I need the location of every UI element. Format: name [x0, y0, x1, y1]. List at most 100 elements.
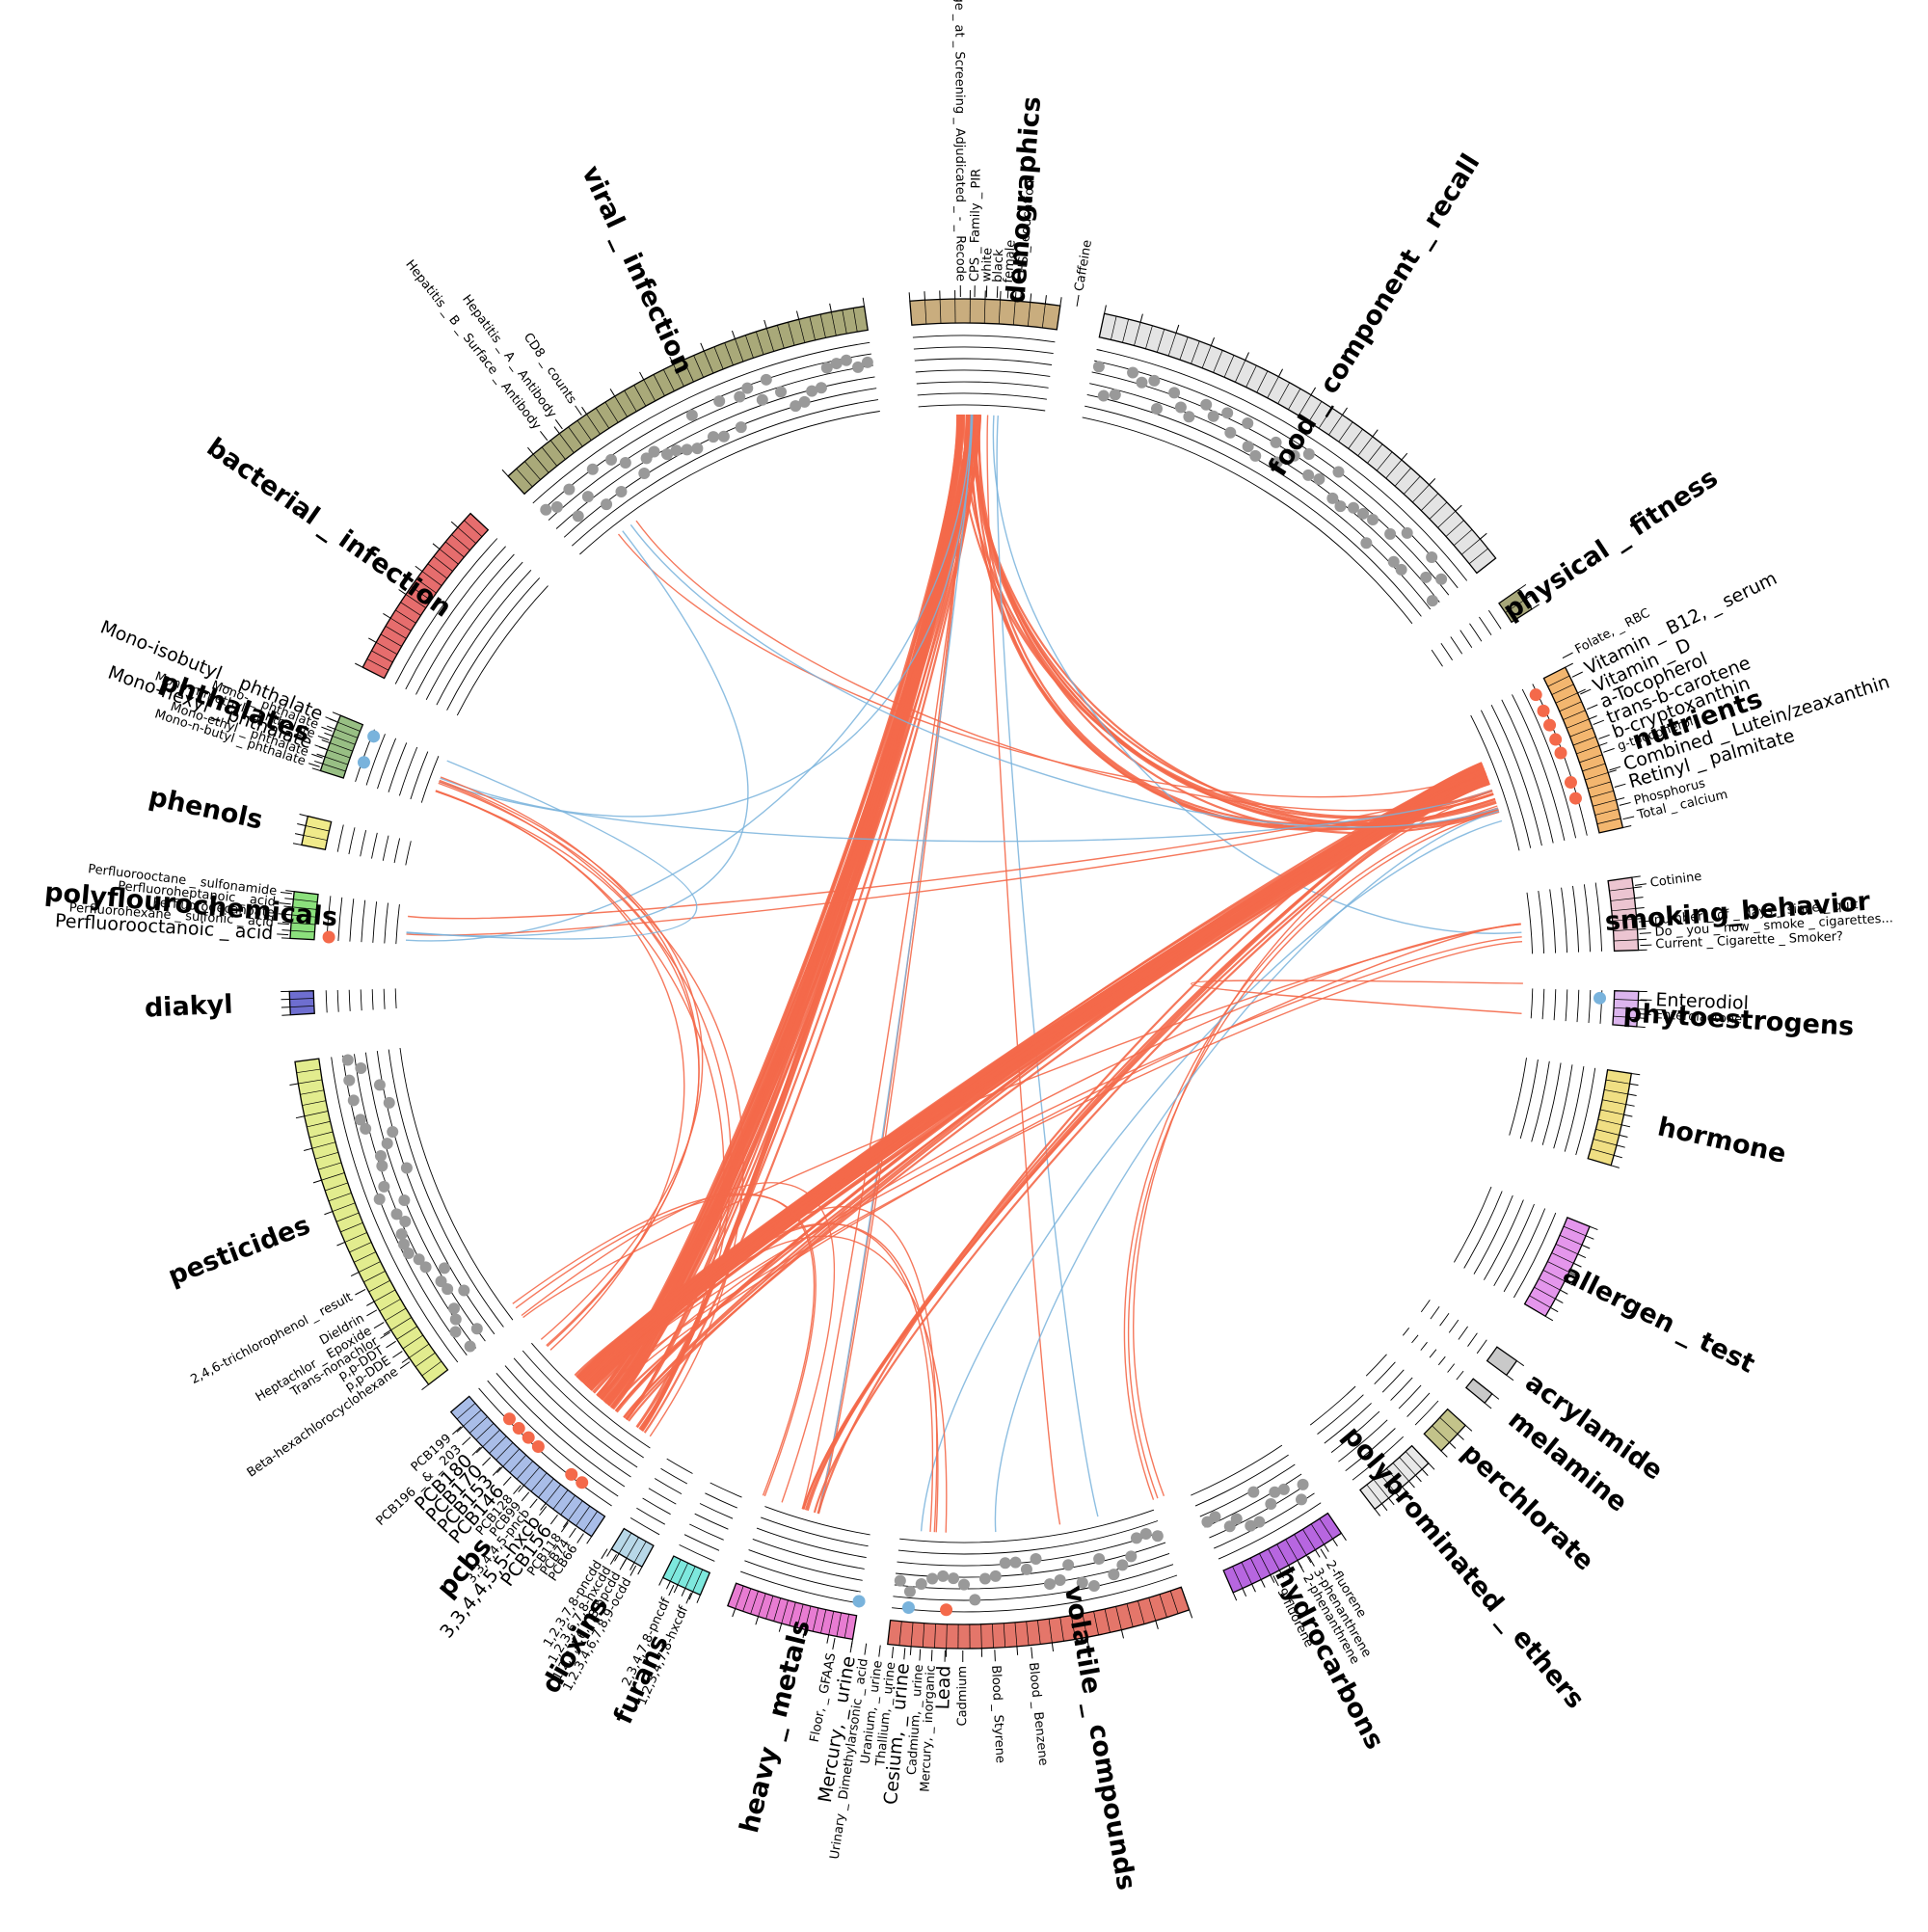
data-point [1088, 1580, 1100, 1592]
label-connector [493, 1467, 500, 1476]
label-connector [577, 1534, 584, 1543]
track-line [764, 1507, 870, 1535]
track-line [1554, 989, 1556, 1020]
segment-tick [313, 1180, 322, 1183]
segment-tick [1450, 1442, 1456, 1448]
label-connector [904, 1648, 905, 1659]
segment-tick [1626, 1105, 1635, 1107]
data-point [1402, 527, 1413, 539]
highlight-point [565, 1468, 577, 1481]
data-point [775, 386, 787, 397]
data-point [1183, 411, 1194, 422]
data-point [384, 1097, 395, 1109]
link-positive [605, 415, 980, 1403]
data-point [620, 457, 631, 469]
track-line [1562, 888, 1567, 953]
data-point [391, 1208, 403, 1220]
track-line [350, 899, 354, 941]
segment-tick [909, 292, 910, 301]
label-connector [850, 1641, 852, 1652]
label-connector [1640, 945, 1651, 946]
category-label: hormone [1655, 1112, 1789, 1169]
category-label: phenols [147, 782, 266, 836]
data-point [458, 1284, 469, 1296]
data-point [1247, 1487, 1259, 1498]
label-connector [569, 1528, 576, 1538]
segment-tick [1381, 1504, 1387, 1511]
segment-melamine [1466, 1379, 1492, 1403]
segment-diakyl [289, 991, 314, 1015]
track-line [1550, 889, 1556, 953]
label-connector [602, 1549, 607, 1559]
track-line [1382, 1370, 1404, 1392]
track-line [655, 1479, 682, 1494]
track-line [667, 1459, 693, 1473]
track-line [361, 989, 362, 1010]
data-point [387, 1126, 398, 1138]
label-connector [865, 1644, 867, 1655]
label-connector [374, 1323, 384, 1328]
label-connector [1587, 705, 1597, 710]
data-point [615, 486, 627, 497]
label-connector [550, 1515, 557, 1524]
link-negative [407, 531, 748, 936]
segment-tick [1589, 715, 1596, 718]
data-point [1108, 1569, 1119, 1580]
segment-tick [1458, 1434, 1464, 1439]
segment-tick [336, 1242, 344, 1246]
segment-tick [682, 1588, 685, 1596]
segment-tick [1578, 1254, 1586, 1258]
segment-tick [827, 1635, 829, 1644]
track-line [1438, 1356, 1445, 1365]
track-line [1573, 886, 1579, 953]
segment-tick [674, 1585, 678, 1593]
data-point [1221, 407, 1233, 418]
data-point [990, 1570, 1002, 1582]
label-connector [277, 934, 288, 935]
label-connector [472, 1447, 481, 1455]
segment-tick [1621, 1125, 1630, 1127]
highlight-point [1530, 688, 1542, 701]
segment-tick [1635, 898, 1644, 899]
highlight-point [1543, 719, 1556, 732]
track-line [1477, 1340, 1486, 1354]
link-positive [624, 763, 1482, 1417]
segment-tick [1608, 770, 1617, 773]
track-line [421, 756, 439, 802]
data-point [1116, 1559, 1128, 1570]
data-point [1200, 399, 1212, 411]
segment-tick [659, 1577, 663, 1585]
data-point [1265, 1498, 1276, 1510]
segment-tick [1492, 1394, 1499, 1400]
label-connector [1615, 784, 1626, 787]
track-line [916, 370, 1051, 376]
segment-tick [924, 291, 925, 300]
segment-tick [296, 1116, 305, 1118]
segment-tick [1599, 742, 1607, 745]
data-point [605, 454, 617, 466]
track-line [1595, 883, 1601, 952]
segment-phthalates [320, 715, 362, 778]
label-connector [281, 892, 292, 893]
highlight-point [323, 931, 335, 944]
track-line [1566, 989, 1567, 1021]
link-positive [589, 771, 1486, 1388]
data-point [1224, 1520, 1236, 1532]
label-connector [1635, 884, 1647, 886]
track-line [338, 898, 342, 941]
segment-tick [1630, 1084, 1639, 1085]
category-label: phytoestrogens [1622, 998, 1855, 1042]
track-line [1431, 1306, 1439, 1319]
track-line [1421, 1300, 1430, 1312]
segment-tick [304, 1148, 312, 1150]
label-connector [997, 286, 998, 298]
highlight-point [513, 1422, 525, 1435]
highlight-point [358, 756, 370, 768]
data-point [343, 1075, 355, 1087]
track-line [1584, 884, 1590, 952]
link-positive [436, 792, 684, 1351]
segment-tick [1045, 295, 1046, 304]
label-connector [555, 419, 562, 429]
track-line [383, 836, 388, 861]
